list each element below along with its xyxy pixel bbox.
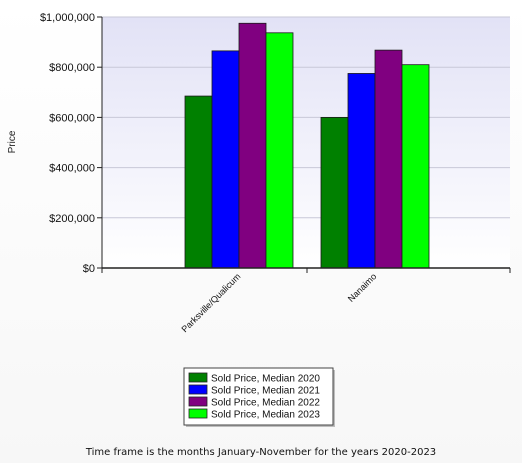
y-tick-label: $600,000 bbox=[49, 112, 95, 124]
legend-label: Sold Price, Median 2020 bbox=[211, 374, 320, 385]
x-tick-label: Nanaimo bbox=[346, 271, 379, 304]
bar bbox=[347, 73, 376, 269]
bar bbox=[184, 95, 213, 269]
y-tick-label: $200,000 bbox=[49, 213, 95, 225]
y-tick-label: $0 bbox=[83, 263, 95, 275]
bar bbox=[374, 49, 403, 269]
legend-swatch bbox=[188, 396, 208, 407]
legend-swatch bbox=[188, 408, 208, 419]
legend-label: Sold Price, Median 2022 bbox=[211, 398, 320, 409]
footnote: Time frame is the months January-Novembe… bbox=[85, 447, 437, 458]
legend-box bbox=[183, 367, 334, 426]
bar bbox=[211, 50, 240, 269]
y-tick-label: $800,000 bbox=[49, 62, 95, 74]
y-tick-label: $400,000 bbox=[49, 163, 95, 175]
y-axis-title: Price bbox=[7, 130, 18, 153]
legend-swatch bbox=[188, 372, 208, 383]
bar bbox=[265, 32, 294, 269]
x-tick-label: Parksville/Qualicum bbox=[179, 271, 242, 334]
y-tick-label: $1,000,000 bbox=[40, 12, 95, 24]
legend-label: Sold Price, Median 2021 bbox=[211, 386, 320, 397]
legend-label: Sold Price, Median 2023 bbox=[211, 410, 320, 421]
bar bbox=[238, 22, 267, 269]
bar bbox=[401, 64, 430, 269]
plot-area bbox=[102, 17, 510, 268]
legend-swatch bbox=[188, 384, 208, 395]
bar bbox=[320, 117, 349, 269]
